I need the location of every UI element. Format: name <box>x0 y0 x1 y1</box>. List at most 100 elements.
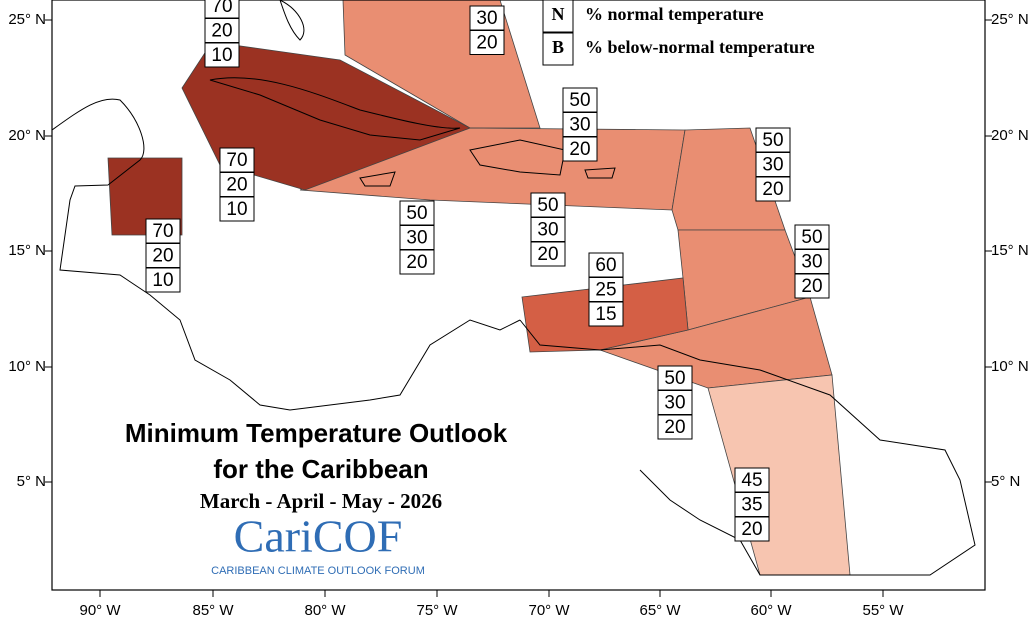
coast-hispaniola <box>469 139 566 176</box>
longitude-label: 70° W <box>528 602 570 619</box>
probability-cell <box>755 176 791 202</box>
probability-cell <box>562 87 598 113</box>
coastlines <box>51 0 976 576</box>
probability-cell <box>755 152 791 177</box>
probability-value: 20 <box>537 244 558 265</box>
probability-value: 70 <box>211 0 232 17</box>
longitude-label: 65° W <box>639 602 681 619</box>
latitude-label: 20° N <box>8 127 46 144</box>
latitude-label: 5° N <box>991 473 1020 490</box>
probability-value: 30 <box>801 252 822 273</box>
probability-value: 30 <box>406 228 427 249</box>
coast-jamaica <box>359 171 396 187</box>
probability-cell <box>734 516 770 542</box>
longitude-label: 85° W <box>192 602 234 619</box>
latitude-label: 15° N <box>8 242 46 259</box>
probability-cell <box>530 241 566 267</box>
coast-puerto-rico <box>584 167 616 179</box>
probability-value: 25 <box>595 280 616 301</box>
probability-value: 20 <box>406 252 427 273</box>
legend-key-box <box>542 0 574 33</box>
legend-key: N <box>552 4 565 24</box>
longitude-label: 60° W <box>750 602 792 619</box>
probability-cell <box>588 301 624 327</box>
title: for the Caribbean <box>213 454 428 484</box>
coast-cuba <box>209 77 461 141</box>
longitude-label: 55° W <box>862 602 904 619</box>
probability-value: 30 <box>762 155 783 176</box>
probability-value: 20 <box>476 33 497 54</box>
probability-value: 50 <box>569 90 590 111</box>
probability-cell <box>562 136 598 162</box>
legend-key-box <box>542 32 574 66</box>
probability-cell <box>734 492 770 517</box>
probability-cell <box>469 30 505 55</box>
longitude-label: 75° W <box>416 602 458 619</box>
latitude-label: 20° N <box>991 127 1029 144</box>
probability-value: 30 <box>569 115 590 136</box>
latitude-label: 5° N <box>17 473 46 490</box>
latitude-label: 25° N <box>991 11 1029 28</box>
season: March - April - May - 2026 <box>200 489 442 513</box>
probability-cell <box>657 414 693 440</box>
latitude-label: 25° N <box>8 11 46 28</box>
probability-cell <box>755 127 791 153</box>
legend: N B % normal temperature % below-normal … <box>542 0 815 66</box>
probability-value: 20 <box>741 519 762 540</box>
probability-value: 10 <box>152 270 173 291</box>
latitude-label: 10° N <box>8 358 46 375</box>
probability-cell <box>588 252 624 278</box>
probability-value: 10 <box>226 199 247 220</box>
longitude-label: 80° W <box>304 602 346 619</box>
map-frame <box>51 0 986 591</box>
probability-value: 50 <box>664 368 685 389</box>
probability-cell <box>530 217 566 242</box>
probability-cell <box>204 18 240 43</box>
probability-cell <box>794 249 830 274</box>
probability-value: 30 <box>476 8 497 29</box>
probability-value: 50 <box>406 203 427 224</box>
legend-key: B <box>552 37 564 57</box>
probability-value: 50 <box>762 130 783 151</box>
probability-cell <box>794 273 830 299</box>
probability-value: 10 <box>211 45 232 66</box>
probability-value: 30 <box>664 393 685 414</box>
coast-south-america <box>519 319 976 576</box>
probability-cell <box>562 112 598 137</box>
probability-value: 50 <box>801 227 822 248</box>
probability-cell <box>399 225 435 250</box>
probability-value: 20 <box>762 179 783 200</box>
probability-value: 20 <box>211 21 232 42</box>
probability-cell <box>734 467 770 493</box>
latitude-label: 15° N <box>991 242 1029 259</box>
probability-cell <box>145 267 181 293</box>
coast-central-america <box>51 98 521 411</box>
probability-value: 70 <box>226 150 247 171</box>
probability-value: 30 <box>537 220 558 241</box>
probability-cell <box>657 365 693 391</box>
probability-cell <box>399 200 435 226</box>
longitude-label: 90° W <box>79 602 121 619</box>
probability-value: 20 <box>152 246 173 267</box>
title: Minimum Temperature Outlook <box>125 418 508 448</box>
title-block: Minimum Temperature Outlook for the Cari… <box>125 418 508 578</box>
probability-cell <box>219 172 255 197</box>
zone-belize <box>107 157 183 236</box>
probability-cell <box>657 390 693 415</box>
probability-cell <box>145 243 181 268</box>
logo-name: CariCOF <box>234 511 403 562</box>
probability-value: 15 <box>595 304 616 325</box>
probability-value: 20 <box>664 417 685 438</box>
latitude-label: 10° N <box>991 358 1029 375</box>
coast-florida <box>279 0 305 41</box>
logo-tagline: CARIBBEAN CLIMATE OUTLOOK FORUM <box>211 565 425 577</box>
logo-bar <box>203 563 433 578</box>
probability-cell <box>219 196 255 222</box>
probability-value: 70 <box>152 221 173 242</box>
probability-cell <box>588 277 624 302</box>
probability-cell <box>469 5 505 31</box>
probability-value: 20 <box>226 175 247 196</box>
probability-cell <box>399 249 435 275</box>
probability-value: 35 <box>741 495 762 516</box>
